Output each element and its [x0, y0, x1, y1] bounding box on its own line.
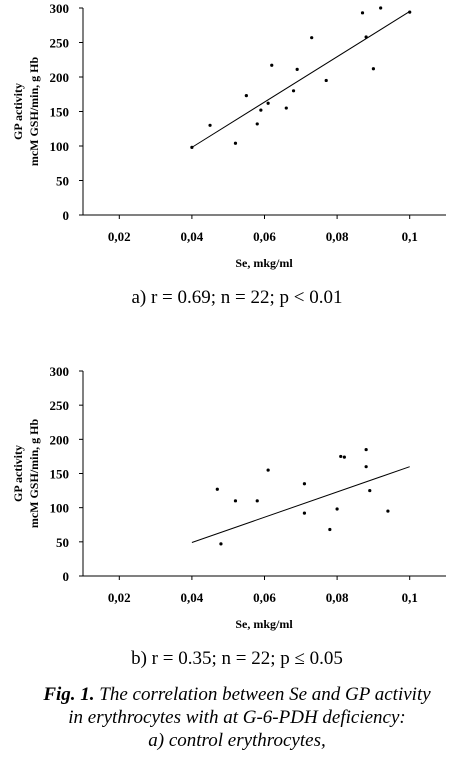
- y-tick-label: 200: [50, 70, 70, 85]
- x-tick-label: 0,02: [108, 229, 131, 244]
- data-point: [266, 468, 270, 472]
- y-axis-label: GP activity: [11, 445, 25, 502]
- chart-caption: b) r = 0.35; n = 22; p ≤ 0.05: [131, 648, 343, 669]
- data-point: [364, 465, 368, 469]
- figure-caption-line: in erythrocytes with at G-6-PDH deficien…: [68, 707, 406, 728]
- data-point: [364, 447, 368, 452]
- data-point: [342, 455, 346, 459]
- x-axis-label: Se, mkg/ml: [235, 617, 293, 631]
- data-point: [255, 122, 259, 126]
- trend-line: [191, 11, 410, 148]
- data-point: [208, 123, 212, 127]
- y-tick-label: 100: [50, 501, 70, 516]
- x-tick-label: 0,04: [181, 590, 204, 605]
- data-point: [259, 108, 263, 112]
- data-point: [324, 78, 328, 83]
- y-tick-label: 0: [63, 569, 70, 584]
- y-tick-label: 50: [56, 174, 69, 189]
- data-point: [310, 36, 314, 40]
- chart-caption: a) r = 0.69; n = 22; p < 0.01: [131, 287, 342, 308]
- data-point: [328, 527, 332, 532]
- trend-line: [191, 466, 410, 543]
- data-point: [233, 499, 238, 503]
- y-tick-label: 150: [50, 467, 70, 482]
- data-point: [233, 141, 238, 145]
- data-point: [302, 511, 307, 515]
- y-tick-label: 250: [50, 398, 70, 413]
- data-point: [339, 454, 343, 459]
- data-point: [386, 509, 390, 513]
- y-tick-label: 150: [50, 105, 70, 120]
- figure-caption-line: Fig. 1. The correlation between Se and G…: [42, 684, 431, 705]
- data-point: [408, 10, 412, 14]
- x-tick-label: 0,02: [108, 590, 131, 605]
- y-axis-label: mcM GSH/min, g Hb: [27, 57, 41, 167]
- y-tick-label: 300: [50, 364, 70, 379]
- data-point: [335, 507, 339, 511]
- x-tick-label: 0,08: [326, 590, 349, 605]
- data-point: [215, 487, 219, 491]
- data-point: [219, 542, 223, 546]
- y-tick-label: 300: [50, 1, 70, 16]
- y-tick-label: 250: [50, 36, 70, 51]
- y-tick-label: 200: [50, 432, 70, 447]
- data-point: [295, 67, 299, 72]
- figure-caption-text: in erythrocytes with at G-6-PDH deficien…: [68, 707, 406, 728]
- data-point: [270, 63, 274, 67]
- data-point: [371, 67, 375, 71]
- figure-caption-text: The correlation between Se and GP activi…: [99, 684, 431, 705]
- data-point: [284, 106, 288, 110]
- data-point: [368, 488, 372, 493]
- x-tick-label: 0,06: [253, 590, 276, 605]
- data-point: [360, 11, 365, 15]
- data-point: [379, 6, 383, 10]
- y-tick-label: 100: [50, 139, 70, 154]
- data-point: [255, 499, 259, 503]
- x-tick-label: 0,1: [402, 590, 418, 605]
- figure-caption-text: a) control erythrocytes,: [148, 730, 325, 751]
- figure-label: Fig. 1.: [42, 684, 94, 705]
- x-axis-label: Se, mkg/ml: [235, 256, 293, 270]
- data-point: [244, 94, 248, 98]
- x-tick-label: 0,1: [402, 229, 418, 244]
- y-axis-label: mcM GSH/min, g Hb: [27, 419, 41, 529]
- x-tick-label: 0,08: [326, 229, 349, 244]
- y-axis-label: GP activity: [11, 83, 25, 140]
- x-tick-label: 0,04: [181, 229, 204, 244]
- data-point: [302, 482, 307, 486]
- figure-caption-line: a) control erythrocytes,: [148, 730, 325, 751]
- data-point: [291, 89, 296, 93]
- y-tick-label: 50: [56, 535, 69, 550]
- y-tick-label: 0: [63, 208, 70, 223]
- x-tick-label: 0,06: [253, 229, 276, 244]
- data-point: [266, 101, 270, 105]
